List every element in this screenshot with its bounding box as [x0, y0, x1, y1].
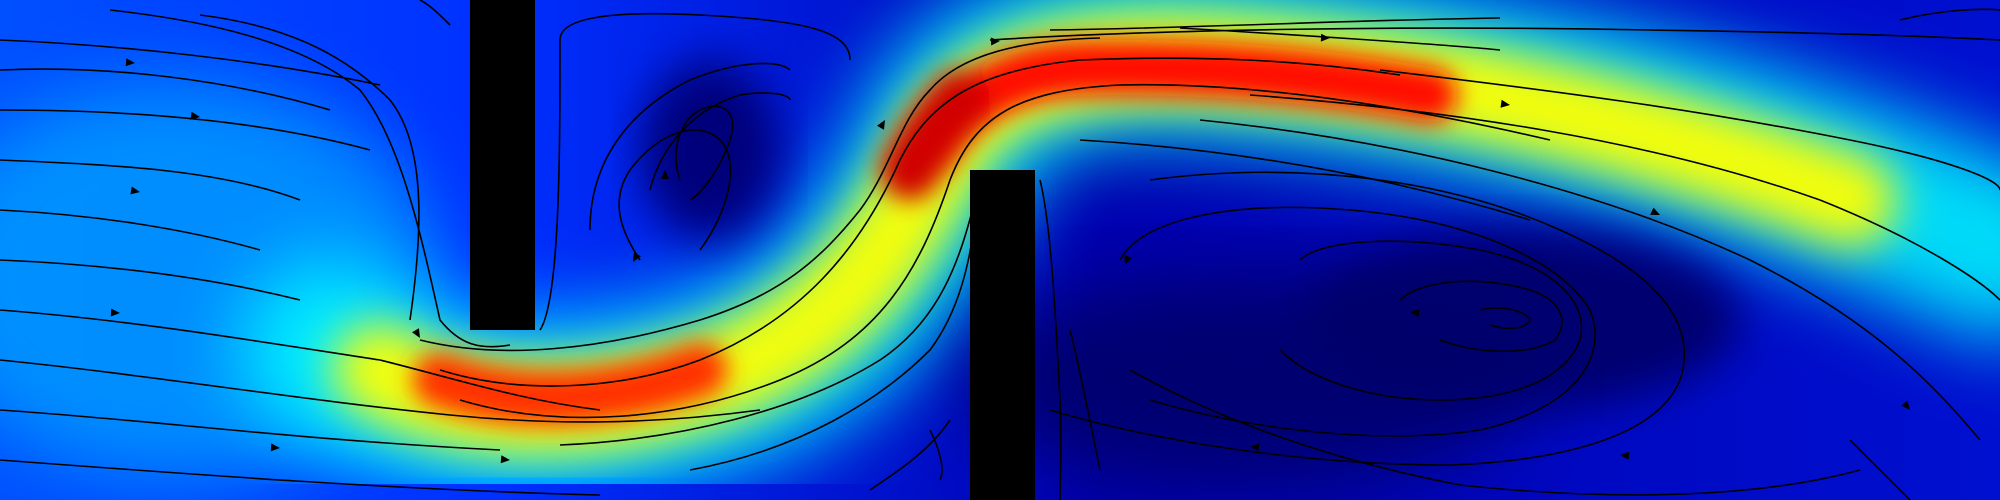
streamline	[929, 429, 943, 481]
streamline	[0, 309, 601, 411]
streamline	[1049, 17, 1501, 31]
streamline	[199, 14, 420, 321]
streamline	[439, 57, 1401, 387]
flow-arrow	[1650, 207, 1660, 215]
streamline	[0, 159, 301, 201]
streamline	[1119, 206, 1596, 437]
flow-arrow	[877, 120, 885, 130]
streamline	[618, 129, 732, 261]
streamline	[1279, 240, 1583, 401]
flow-arrow	[1250, 443, 1260, 452]
flow-arrow	[1901, 400, 1910, 410]
streamline	[989, 27, 2000, 41]
flow-arrow	[270, 443, 280, 452]
streamline	[1849, 439, 1911, 500]
streamline	[689, 219, 976, 471]
streamline	[1039, 179, 1062, 500]
streamline	[459, 83, 1551, 419]
streamline	[0, 409, 501, 451]
flow-arrow	[661, 170, 669, 179]
streamline	[869, 419, 951, 491]
flow-arrow	[130, 186, 140, 195]
streamline	[559, 199, 976, 446]
streamline	[1069, 329, 1101, 471]
streamline	[0, 459, 601, 496]
streamline	[0, 359, 761, 423]
streamline	[1079, 139, 1531, 221]
flow-arrow	[1410, 308, 1420, 317]
lower-obstacle	[970, 170, 1035, 500]
flow-arrow	[1320, 33, 1330, 42]
streamline	[0, 209, 261, 251]
streamline	[1199, 119, 1981, 441]
streamline	[1129, 369, 1861, 496]
flow-arrow	[500, 455, 510, 464]
streamline	[1399, 280, 1563, 353]
flow-arrow	[412, 328, 420, 338]
streamline	[0, 68, 331, 111]
flow-arrow	[1620, 451, 1630, 460]
streamline	[1899, 8, 2000, 21]
flow-arrow	[125, 58, 135, 67]
streamline	[1379, 69, 2000, 191]
flow-arrows	[110, 33, 1910, 464]
streamline	[419, 0, 451, 26]
streamline	[1479, 307, 1531, 330]
streamline	[0, 259, 301, 301]
streamline	[589, 62, 791, 231]
flow-arrow	[633, 252, 641, 262]
streamline	[1179, 27, 1501, 51]
flow-arrow	[190, 111, 200, 120]
streamline	[539, 12, 851, 331]
recirculation-dark	[970, 270, 1530, 490]
flow-arrow	[110, 308, 120, 317]
jet-core	[412, 39, 1458, 426]
flow-arrow	[1124, 255, 1132, 265]
streamline	[419, 37, 1101, 352]
vortex-upper-core	[640, 60, 780, 240]
streamline	[1249, 94, 2000, 301]
streamline	[0, 39, 381, 86]
streamline	[675, 105, 734, 201]
streamline	[649, 92, 791, 191]
flow-arrow	[990, 37, 1000, 46]
streamline	[109, 9, 511, 348]
upper-obstacle	[470, 0, 535, 330]
flow-arrow	[1500, 99, 1510, 108]
streamline	[1049, 171, 1686, 466]
